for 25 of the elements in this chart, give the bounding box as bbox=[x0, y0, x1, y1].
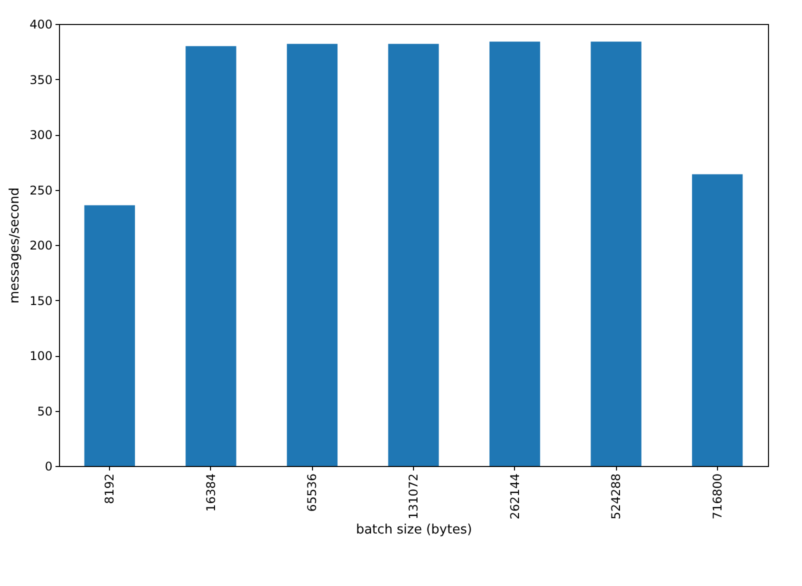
y-tick-label: 100 bbox=[30, 349, 52, 363]
x-tick-label: 716800 bbox=[710, 474, 724, 520]
y-tick-label: 400 bbox=[30, 18, 52, 32]
y-tick-label: 0 bbox=[44, 460, 52, 474]
bar bbox=[489, 42, 540, 466]
bar bbox=[286, 44, 338, 466]
x-tick-label: 524288 bbox=[609, 474, 624, 520]
y-tick-label: 350 bbox=[30, 72, 52, 87]
x-tick-label: 16384 bbox=[204, 474, 218, 512]
x-tick-label: 262144 bbox=[508, 474, 522, 520]
y-tick-label: 250 bbox=[30, 183, 52, 198]
x-tick-label: 8192 bbox=[102, 474, 117, 504]
bar bbox=[590, 42, 642, 466]
bar bbox=[388, 44, 439, 466]
x-tick-label: 131072 bbox=[406, 474, 420, 520]
y-tick-label: 50 bbox=[37, 404, 52, 418]
x-axis-title: batch size (bytes) bbox=[356, 522, 472, 538]
bar bbox=[692, 174, 743, 466]
y-tick-label: 200 bbox=[30, 238, 52, 252]
x-tick-label: 65536 bbox=[305, 474, 320, 512]
y-tick-label: 300 bbox=[30, 128, 52, 142]
y-axis-title: messages/second bbox=[8, 188, 23, 304]
y-tick-label: 150 bbox=[30, 294, 52, 308]
bar bbox=[84, 205, 135, 466]
bar bbox=[186, 46, 236, 466]
